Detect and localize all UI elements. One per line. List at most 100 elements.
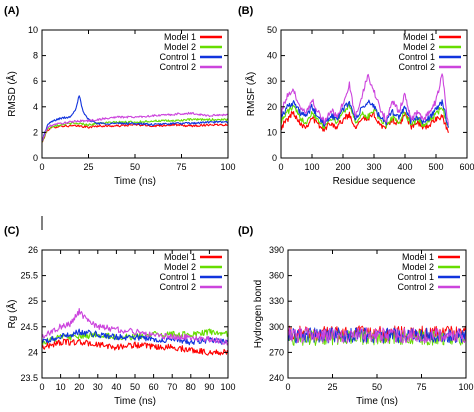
- x-tick-label: 10: [56, 382, 66, 392]
- series-group: [42, 307, 228, 356]
- y-tick-label: 26: [28, 245, 38, 255]
- x-tick-label: 200: [335, 162, 350, 172]
- y-tick-label: 360: [269, 271, 284, 281]
- x-tick-label: 100: [458, 382, 473, 392]
- x-axis-label: Residue sequence: [333, 176, 416, 187]
- x-tick-label: 100: [220, 382, 235, 392]
- y-tick-label: 50: [267, 25, 277, 35]
- y-tick-label: 24: [28, 347, 38, 357]
- y-tick-label: 10: [28, 25, 38, 35]
- y-axis-label: Rg (Å): [5, 300, 18, 329]
- chart-panel: (C) 0 10 20 30 40 50 60 70 80 90 100 23.5 24 24.5 25 25.…: [4, 225, 236, 407]
- y-tick-label: 0: [272, 153, 277, 163]
- chart-panel: (A) 0 25 50 75 100 0 2 4 6 8 10 Time (ns) RMSD (Å) Mod…: [4, 5, 236, 187]
- y-tick-label: 4: [33, 102, 38, 112]
- panel-label: (D): [238, 225, 254, 237]
- legend-label: Control 1: [159, 52, 196, 62]
- y-axis-label: RMSF (Å): [244, 72, 257, 116]
- legend-label: Model 2: [403, 42, 435, 52]
- plot-frame: [280, 29, 468, 159]
- x-tick-label: 25: [83, 162, 93, 172]
- x-tick-label: 400: [397, 162, 412, 172]
- series-group: [42, 95, 228, 143]
- chart-panel: (D) 0 25 50 75 100 240 270 300 330 360 390 Time (ns)…: [238, 225, 474, 407]
- legend-label: Control 2: [397, 282, 434, 292]
- plot-frame: [41, 249, 229, 379]
- x-tick-label: 60: [149, 382, 159, 392]
- legend-label: Control 1: [398, 52, 435, 62]
- x-tick-label: 50: [372, 382, 382, 392]
- x-tick-label: 25: [327, 382, 337, 392]
- x-tick-label: 100: [220, 162, 235, 172]
- y-tick-label: 270: [269, 347, 284, 357]
- x-axis-label: Time (ns): [114, 176, 156, 187]
- x-tick-label: 0: [285, 382, 290, 392]
- x-tick-label: 0: [278, 162, 283, 172]
- x-tick-label: 80: [186, 382, 196, 392]
- y-tick-label: 30: [267, 76, 277, 86]
- x-axis-label: Time (ns): [114, 396, 156, 407]
- plot-frame: [287, 249, 467, 379]
- x-tick-label: 0: [39, 382, 44, 392]
- panel-label: (C): [4, 225, 20, 237]
- x-tick-label: 75: [176, 162, 186, 172]
- legend-label: Control 2: [159, 62, 196, 72]
- y-tick-label: 0: [33, 153, 38, 163]
- x-tick-label: 30: [93, 382, 103, 392]
- y-tick-label: 2: [33, 127, 38, 137]
- y-tick-label: 330: [269, 296, 284, 306]
- legend-label: Model 1: [164, 32, 196, 42]
- y-tick-label: 24.5: [20, 322, 38, 332]
- panel-label: (B): [238, 5, 254, 17]
- y-tick-label: 10: [267, 127, 277, 137]
- y-tick-label: 240: [269, 373, 284, 383]
- series-line: [42, 111, 228, 142]
- legend-label: Control 1: [397, 272, 434, 282]
- x-tick-label: 40: [111, 382, 121, 392]
- series-line: [281, 111, 449, 133]
- y-axis-label: Hydrogen bond: [253, 280, 264, 348]
- plot-frame: [41, 29, 229, 159]
- x-tick-label: 500: [428, 162, 443, 172]
- legend-label: Control 1: [159, 272, 196, 282]
- x-tick-label: 50: [130, 382, 140, 392]
- x-tick-label: 20: [74, 382, 84, 392]
- legend-label: Model 1: [164, 252, 196, 262]
- legend-label: Model 1: [403, 32, 435, 42]
- series-group: [281, 73, 449, 133]
- x-axis-label: Time (ns): [356, 396, 398, 407]
- series-line: [281, 73, 449, 125]
- chart-panel: (B) 0 100 200 300 400 500 600 0 10 20 30 40 50 Residue…: [238, 5, 474, 187]
- x-tick-label: 100: [304, 162, 319, 172]
- panel-label: (A): [4, 5, 20, 17]
- y-tick-label: 40: [267, 51, 277, 61]
- series-line: [42, 338, 228, 356]
- series-line: [281, 99, 449, 128]
- legend-label: Control 2: [398, 62, 435, 72]
- y-tick-label: 20: [267, 102, 277, 112]
- x-tick-label: 50: [130, 162, 140, 172]
- series-line: [42, 123, 228, 143]
- x-tick-label: 300: [366, 162, 381, 172]
- series-line: [42, 307, 228, 346]
- x-tick-label: 75: [416, 382, 426, 392]
- y-tick-label: 25.5: [20, 271, 38, 281]
- y-tick-label: 8: [33, 51, 38, 61]
- legend-label: Model 2: [164, 262, 196, 272]
- legend-label: Model 2: [164, 42, 196, 52]
- y-tick-label: 23.5: [20, 373, 38, 383]
- y-tick-label: 6: [33, 76, 38, 86]
- y-tick-label: 25: [28, 296, 38, 306]
- x-tick-label: 0: [39, 162, 44, 172]
- y-tick-label: 300: [269, 322, 284, 332]
- legend-label: Model 1: [402, 252, 434, 262]
- series-line: [42, 95, 228, 142]
- series-group: [288, 325, 466, 346]
- y-axis-label: RMSD (Å): [5, 71, 18, 117]
- x-tick-label: 600: [459, 162, 474, 172]
- x-tick-label: 70: [167, 382, 177, 392]
- y-tick-label: 390: [269, 245, 284, 255]
- series-line: [288, 327, 466, 344]
- legend-label: Control 2: [159, 282, 196, 292]
